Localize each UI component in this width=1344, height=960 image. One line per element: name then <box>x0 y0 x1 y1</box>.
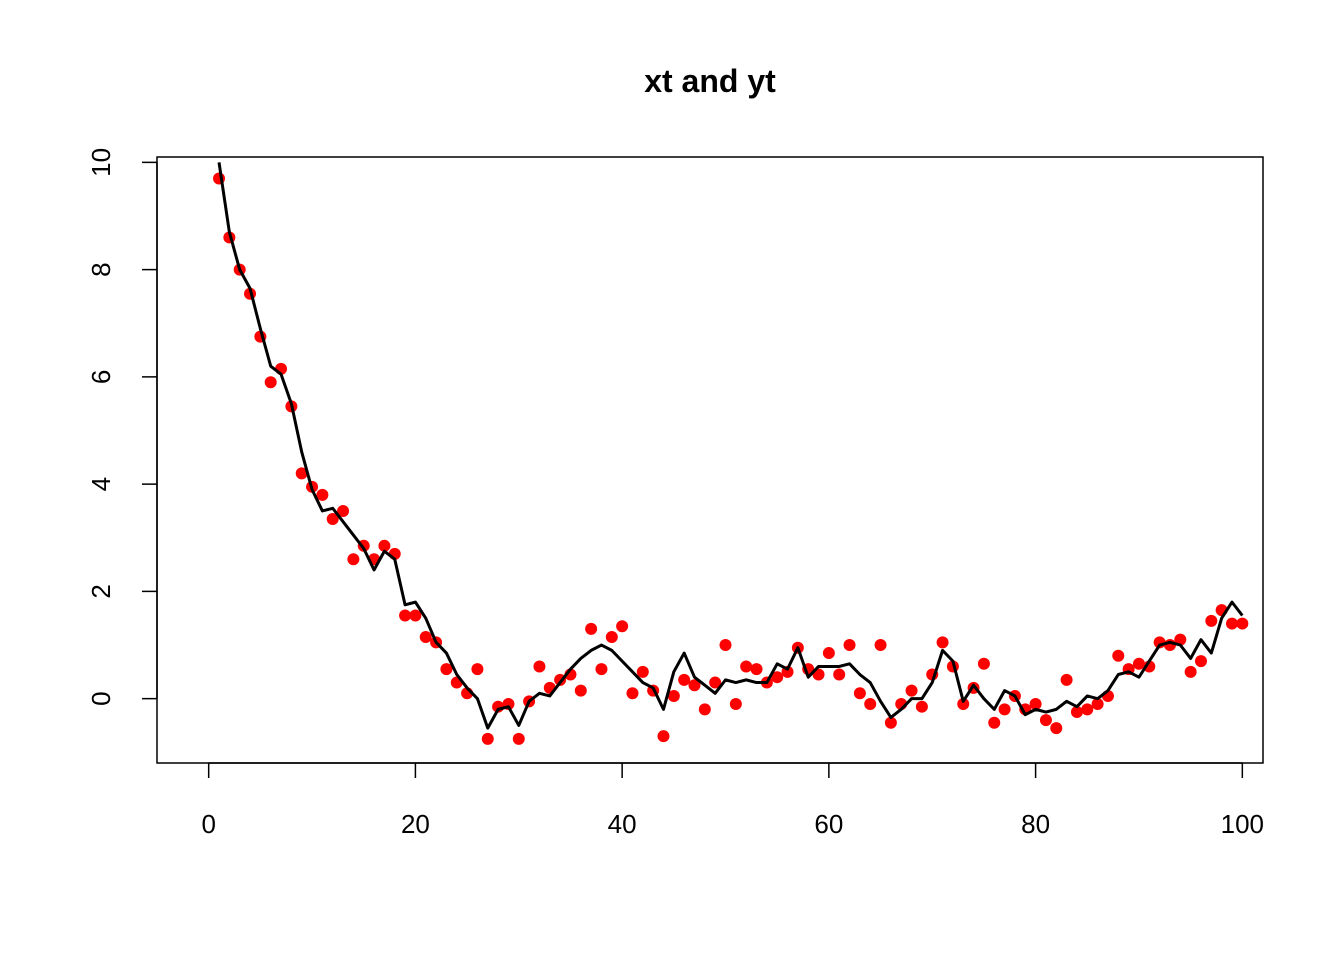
data-point <box>667 689 680 702</box>
data-point <box>347 553 360 566</box>
data-point <box>998 703 1011 716</box>
data-point <box>853 687 866 700</box>
y-axis: 0 2 4 6 8 10 <box>86 148 158 706</box>
data-point <box>843 639 856 652</box>
data-point <box>1070 706 1083 719</box>
data-point <box>1039 714 1052 727</box>
data-point <box>295 467 308 480</box>
data-point <box>833 668 846 681</box>
y-tick-label: 6 <box>86 370 116 384</box>
data-point <box>626 687 639 700</box>
data-point <box>915 700 928 713</box>
y-tick-label: 2 <box>86 584 116 598</box>
data-point <box>864 698 877 711</box>
data-point <box>1081 703 1094 716</box>
data-point <box>1060 673 1073 686</box>
data-point <box>605 630 618 643</box>
x-tick-label: 40 <box>608 809 637 839</box>
y-tick-label: 10 <box>86 148 116 177</box>
data-point <box>905 684 918 697</box>
data-point <box>316 488 329 501</box>
data-point <box>719 639 732 652</box>
data-point <box>481 732 494 745</box>
data-point <box>657 730 670 743</box>
data-point <box>471 663 484 676</box>
data-point <box>1091 698 1104 711</box>
data-point <box>688 679 701 692</box>
x-tick-label: 20 <box>401 809 430 839</box>
data-point <box>709 676 722 689</box>
x-axis: 0 20 40 60 80 100 <box>201 762 1264 839</box>
x-tick-label: 80 <box>1021 809 1050 839</box>
data-point <box>440 663 453 676</box>
y-tick-label: 8 <box>86 262 116 276</box>
data-point <box>1029 698 1042 711</box>
data-point <box>337 504 350 517</box>
x-tick-label: 100 <box>1221 809 1264 839</box>
data-point <box>595 663 608 676</box>
data-point <box>884 716 897 729</box>
x-tick-label: 0 <box>201 809 215 839</box>
series-line <box>217 162 1244 730</box>
data-point <box>874 639 887 652</box>
y-tick-label: 0 <box>86 691 116 705</box>
data-point <box>988 716 1001 729</box>
data-point <box>740 660 753 673</box>
data-point <box>977 657 990 670</box>
chart-title: xt and yt <box>644 63 776 99</box>
data-point <box>419 630 432 643</box>
data-point <box>698 703 711 716</box>
data-point <box>936 636 949 649</box>
data-point <box>1236 617 1249 630</box>
data-point <box>636 665 649 678</box>
data-point <box>399 609 412 622</box>
data-point <box>1184 665 1197 678</box>
data-point <box>1132 657 1145 670</box>
data-point <box>1112 649 1125 662</box>
data-point <box>1163 639 1176 652</box>
data-point <box>750 663 763 676</box>
y-tick-label: 4 <box>86 477 116 491</box>
data-point <box>1050 722 1063 735</box>
data-point <box>729 698 742 711</box>
data-point <box>326 512 339 525</box>
data-point <box>1174 633 1187 646</box>
data-point <box>957 698 970 711</box>
line-layer <box>217 162 1244 730</box>
data-point <box>1205 614 1218 627</box>
data-point <box>574 684 587 697</box>
x-tick-label: 60 <box>814 809 843 839</box>
data-point <box>533 660 546 673</box>
plot-frame <box>156 156 1264 764</box>
data-point <box>822 647 835 660</box>
data-point <box>678 673 691 686</box>
data-point <box>378 539 391 552</box>
data-point <box>264 376 277 389</box>
data-point <box>512 732 525 745</box>
data-point <box>1225 617 1238 630</box>
data-point <box>585 622 598 635</box>
data-point <box>409 609 422 622</box>
data-point <box>1194 655 1207 668</box>
points-layer <box>213 172 1249 745</box>
data-point <box>771 671 784 684</box>
data-point <box>616 620 629 633</box>
